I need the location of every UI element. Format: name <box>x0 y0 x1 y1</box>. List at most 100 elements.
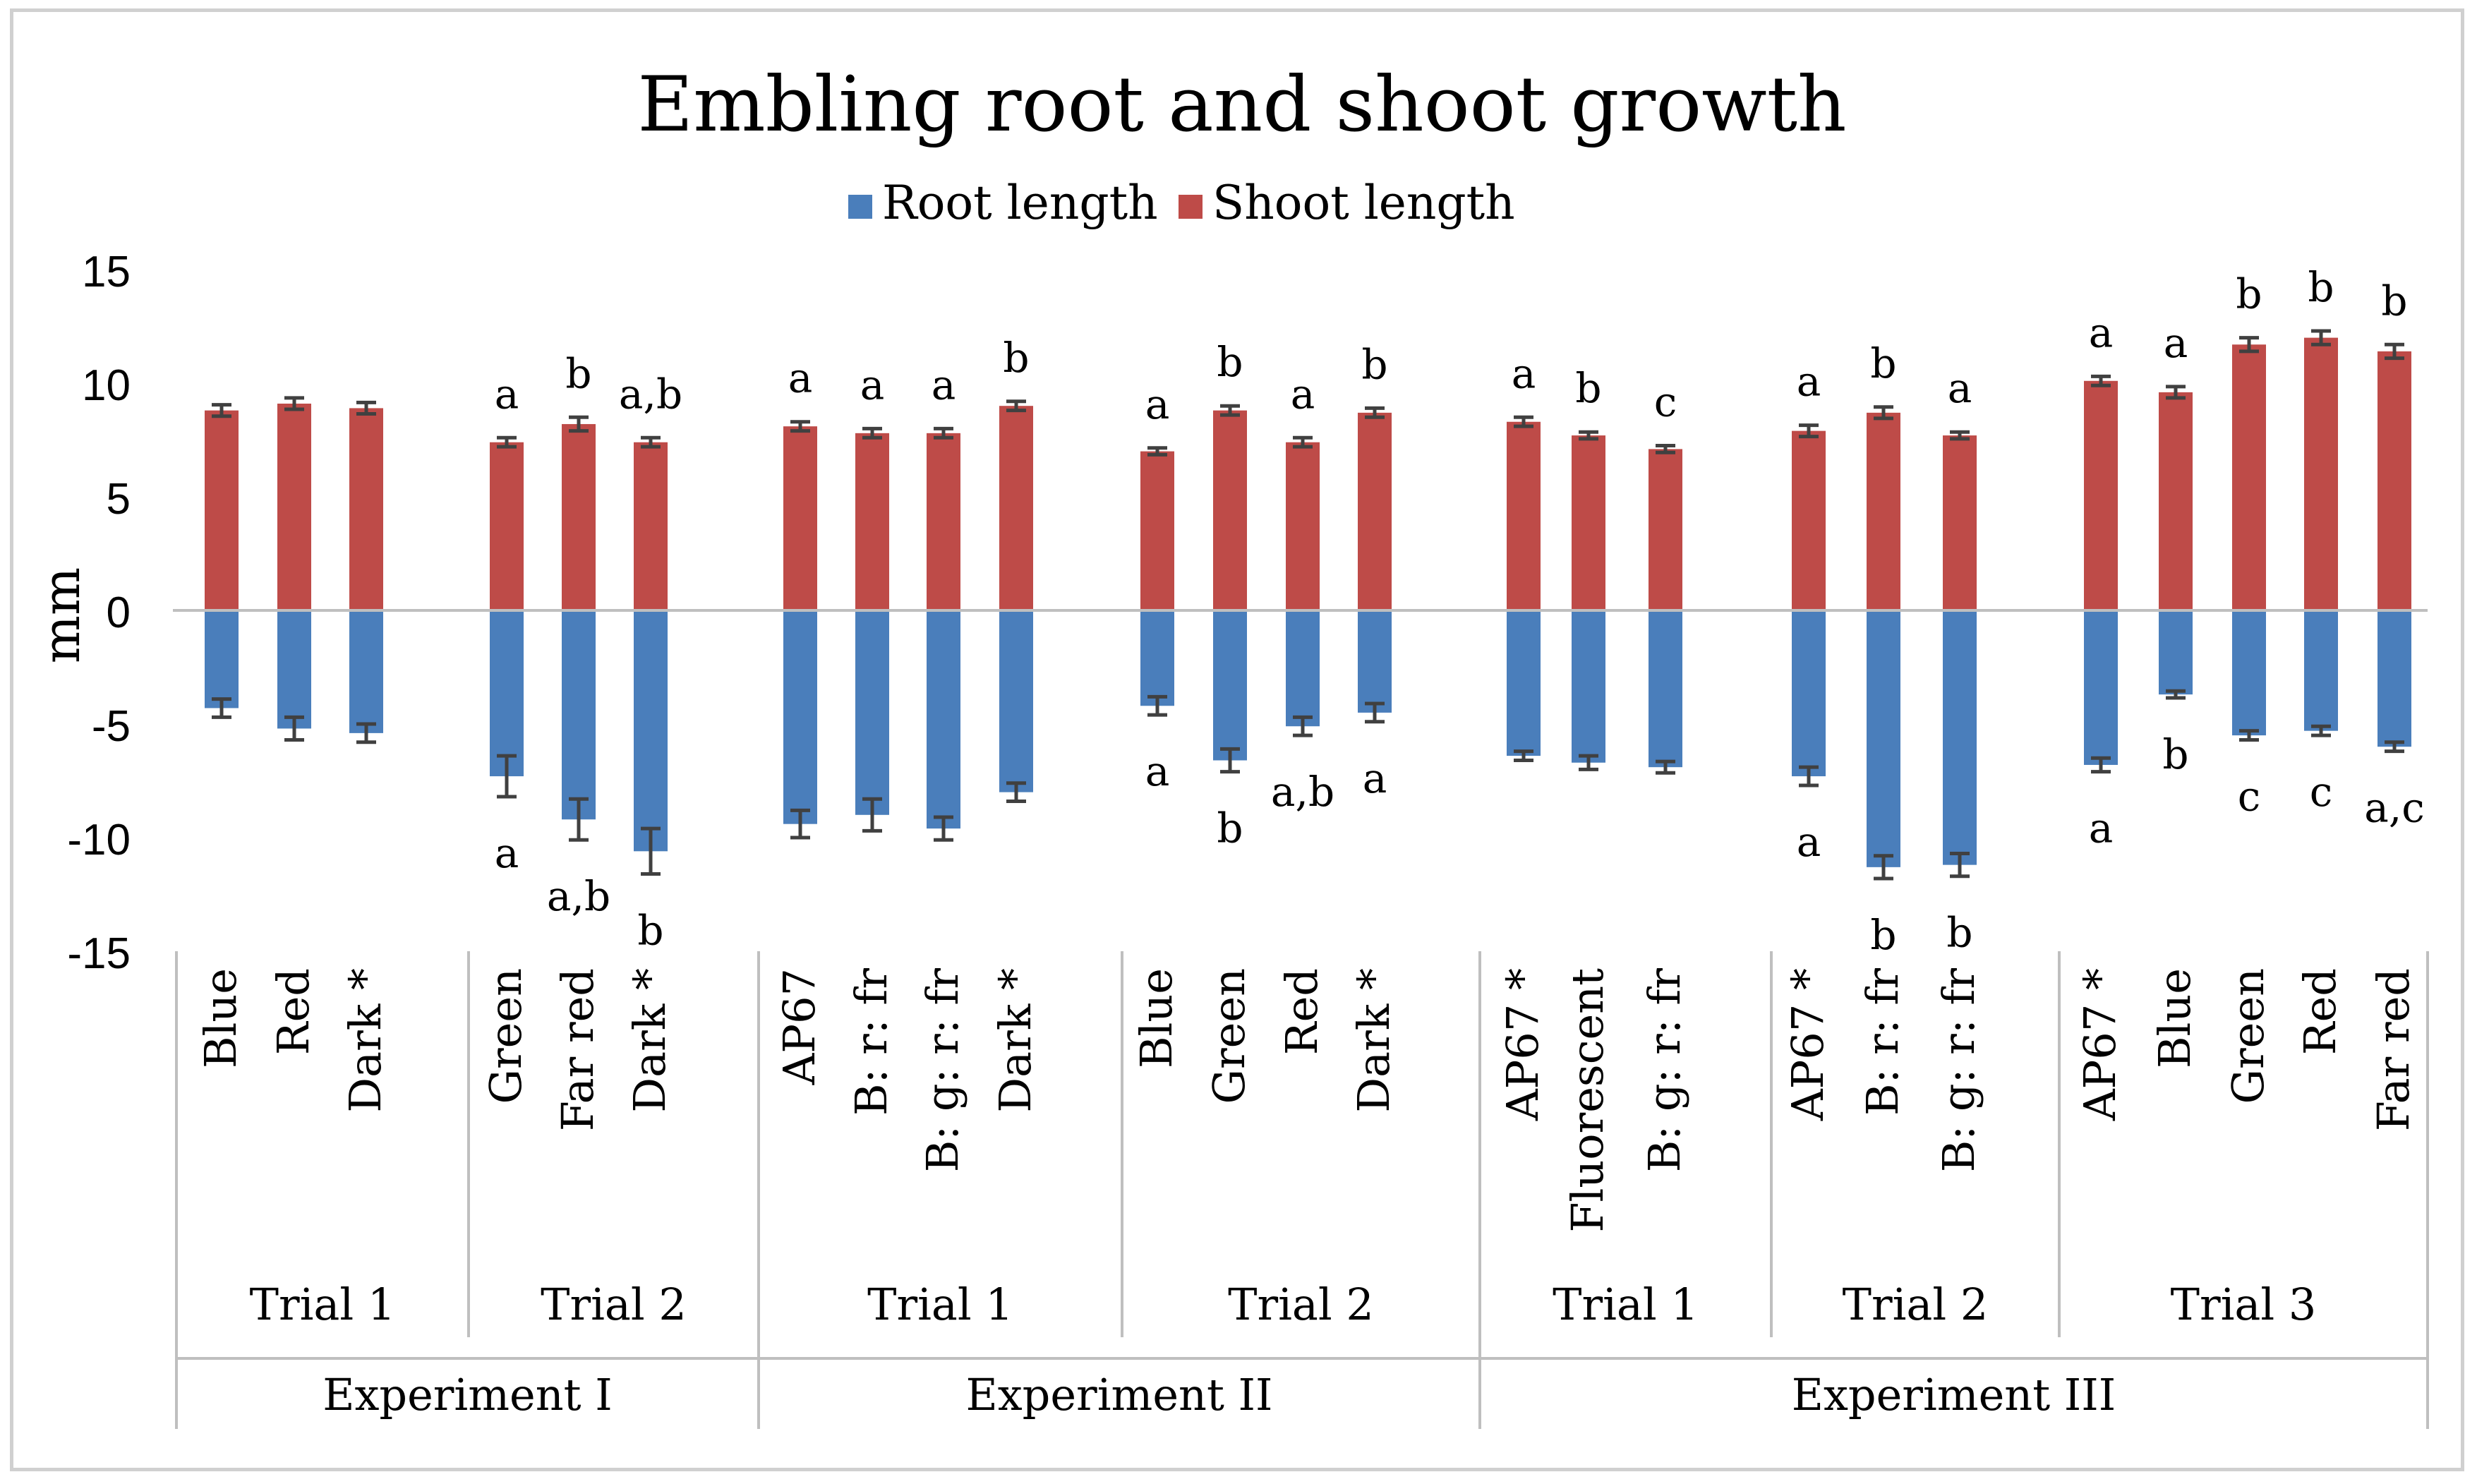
shoot-significance-label: a <box>1512 349 1536 397</box>
trial-label: Trial 2 <box>541 1279 687 1330</box>
legend-label-1: Shoot length <box>1212 176 1515 230</box>
root-bar <box>205 610 239 708</box>
y-tick-label: 15 <box>82 248 131 296</box>
root-bar <box>562 610 596 820</box>
category-tick-label: Red <box>2294 968 2346 1055</box>
root-bar <box>1213 610 1247 761</box>
category-tick-label: Dark * <box>989 968 1041 1113</box>
shoot-significance-label: a <box>495 370 519 418</box>
y-tick-label: 5 <box>107 475 131 524</box>
y-axis-ticks: 15 10 5 0 -5 -10 -15 <box>67 248 131 978</box>
shoot-significance-label: a <box>1797 358 1821 406</box>
root-bar <box>999 610 1033 792</box>
shoot-bar <box>349 408 383 610</box>
shoot-bar <box>634 442 668 610</box>
root-bar <box>855 610 889 815</box>
y-tick-label: 0 <box>107 589 131 637</box>
category-tick-label: Red <box>1276 968 1327 1055</box>
y-tick-label: -15 <box>67 929 131 978</box>
category-tick-label: Green <box>1203 968 1255 1104</box>
root-significance-label: a,b <box>547 872 610 920</box>
chart-title: Embling root and shoot growth <box>637 61 1846 149</box>
shoot-significance-label: b <box>2381 277 2407 325</box>
y-axis-label: mm <box>32 567 91 664</box>
root-bar <box>1943 610 1977 865</box>
category-tick-label: B: g: r: fr <box>1933 968 1984 1173</box>
root-significance-label: a,b <box>1271 768 1334 816</box>
shoot-bar <box>2084 380 2118 610</box>
category-tick-label: B: r: fr <box>845 968 897 1116</box>
root-bar <box>2232 610 2266 736</box>
shoot-significance-label: b <box>1575 364 1601 412</box>
shoot-bar <box>205 410 239 610</box>
shoot-significance-label: c <box>1654 378 1677 426</box>
y-tick-label: -5 <box>92 702 131 751</box>
category-tick-label: Blue <box>2149 968 2200 1068</box>
shoot-bar <box>1507 421 1541 610</box>
root-bar <box>634 610 668 852</box>
category-tick-label: B: r: fr <box>1857 968 1908 1116</box>
root-significance-label: b <box>1946 909 1972 957</box>
root-bar <box>277 610 311 729</box>
y-tick-label: -10 <box>67 816 131 864</box>
shoot-bar <box>2377 351 2411 610</box>
shoot-significance-label: a <box>1291 370 1315 418</box>
shoot-significance-label: b <box>1003 334 1029 382</box>
root-bar <box>1507 610 1541 756</box>
category-tick-label: AP67 * <box>2074 968 2126 1121</box>
category-tick-label: Blue <box>1131 968 1182 1068</box>
root-bar <box>490 610 524 777</box>
category-tick-label: AP67 * <box>1497 968 1548 1121</box>
root-significance-label: b <box>1870 911 1896 959</box>
shoot-bar <box>1649 449 1682 610</box>
category-tick-label: Green <box>480 968 531 1104</box>
root-significance-label: c <box>2238 773 2260 821</box>
shoot-bar <box>783 426 817 610</box>
root-bar <box>1792 610 1826 777</box>
root-bar <box>783 610 817 824</box>
trial-label: Trial 2 <box>1843 1279 1989 1330</box>
root-bar <box>927 610 960 829</box>
category-tick-label: Dark * <box>1348 968 1399 1113</box>
shoot-bar <box>1572 435 1605 610</box>
category-tick-label: Dark * <box>624 968 675 1113</box>
shoot-significance-label: a <box>1948 364 1972 412</box>
root-significance-label: a <box>495 829 519 877</box>
category-tick-label: B: g: r: fr <box>917 968 968 1173</box>
root-bar <box>2304 610 2338 731</box>
root-bar <box>1286 610 1320 727</box>
shoot-bar <box>2304 337 2338 610</box>
root-significance-label: b <box>1217 804 1243 852</box>
shoot-significance-label: b <box>565 349 591 397</box>
shoot-bar <box>927 433 960 610</box>
category-tick-label: B: g: r: fr <box>1639 968 1690 1173</box>
root-significance-label: a,c <box>2364 784 2425 832</box>
category-tick-label: Green <box>2222 968 2274 1104</box>
legend-swatch-0 <box>848 195 872 219</box>
root-bar <box>2377 610 2411 747</box>
trial-label: Trial 1 <box>250 1279 396 1330</box>
legend-swatch-1 <box>1179 195 1203 219</box>
trial-label: Trial 3 <box>2171 1279 2317 1330</box>
shoot-bar <box>2232 344 2266 610</box>
root-bar <box>1867 610 1900 867</box>
shoot-significance-label: a <box>1145 380 1170 428</box>
shoot-bar <box>2159 392 2193 610</box>
shoot-significance-label: b <box>1217 338 1243 386</box>
trial-label: Trial 2 <box>1228 1279 1374 1330</box>
root-significance-label: a <box>1797 818 1821 866</box>
shoot-significance-label: a <box>2089 308 2114 356</box>
shoot-bar <box>1140 451 1174 610</box>
root-significance-label: a <box>1363 754 1387 802</box>
legend-label-0: Root length <box>882 176 1158 230</box>
category-tick-label: Blue <box>195 968 246 1068</box>
shoot-bar <box>855 433 889 610</box>
category-axis: Blue Red Dark * Trial 1 Green Far red Dark * Tr… <box>173 609 2429 1429</box>
category-tick-label: Fluorescent <box>1562 968 1613 1233</box>
legend: Root length Shoot length <box>848 176 1515 230</box>
root-bar <box>1572 610 1605 763</box>
shoot-significance-label: a <box>2164 319 2188 367</box>
root-significance-label: c <box>2310 768 2332 816</box>
